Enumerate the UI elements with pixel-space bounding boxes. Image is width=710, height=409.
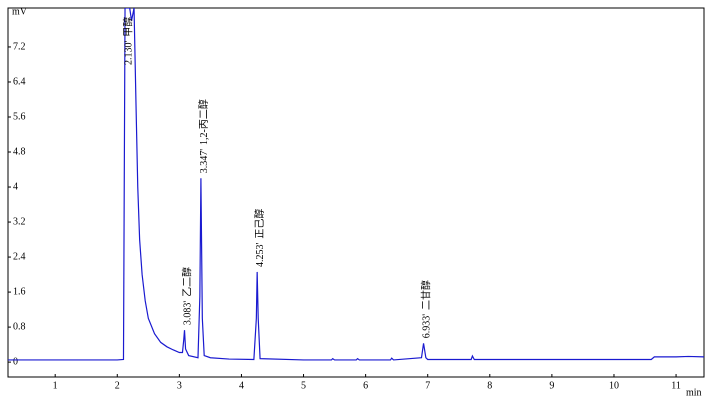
trace <box>8 8 704 361</box>
y-tick-label: 2.4 <box>13 251 26 262</box>
x-tick-label: 11 <box>671 380 681 391</box>
y-tick-label: 0 <box>13 356 18 367</box>
peak-label: 6.933' 二甘醇 <box>420 280 433 338</box>
x-tick-label: 6 <box>363 380 368 391</box>
y-tick-label: 4.8 <box>13 146 26 157</box>
x-tick-label: 4 <box>239 380 244 391</box>
peak-compound: 1,2-丙二醇 <box>197 99 210 145</box>
peak-compound: 甲醇 <box>122 17 135 37</box>
x-tick-label: 5 <box>301 380 306 391</box>
x-axis-label: min <box>686 387 702 398</box>
peak-compound: 正己醇 <box>253 209 266 239</box>
x-tick-label: 7 <box>425 380 430 391</box>
y-tick-label: 3.2 <box>13 216 26 227</box>
x-tick-label: 1 <box>53 380 58 391</box>
y-tick-label: 4 <box>13 181 18 192</box>
peak-time: 6.933' <box>422 314 433 339</box>
x-tick-label: 10 <box>609 380 619 391</box>
peak-time: 4.253' <box>255 242 266 267</box>
y-tick-label: 1.6 <box>13 286 26 297</box>
y-tick-label: 0.8 <box>13 321 26 332</box>
x-tick-label: 9 <box>549 380 554 391</box>
peak-label: 3.083' 乙二醇 <box>181 267 194 325</box>
peak-compound: 二甘醇 <box>420 280 433 310</box>
peak-label: 2.130' 甲醇 <box>122 17 135 65</box>
peak-time: 3.083' <box>183 301 194 326</box>
x-tick-label: 8 <box>487 380 492 391</box>
x-tick-label: 2 <box>115 380 120 391</box>
peak-time: 2.130' <box>124 41 135 66</box>
peak-label: 4.253' 正己醇 <box>253 209 266 267</box>
y-tick-label: 5.6 <box>13 111 26 122</box>
peak-time: 3.347' <box>199 149 210 174</box>
peak-compound: 乙二醇 <box>181 267 194 297</box>
plot-frame <box>7 7 705 378</box>
peak-label: 3.347' 1,2-丙二醇 <box>197 99 210 173</box>
y-tick-label: 7.2 <box>13 41 26 52</box>
x-tick-label: 3 <box>177 380 182 391</box>
y-tick-label: 6.4 <box>13 76 26 87</box>
y-axis-label: mV <box>12 6 28 17</box>
